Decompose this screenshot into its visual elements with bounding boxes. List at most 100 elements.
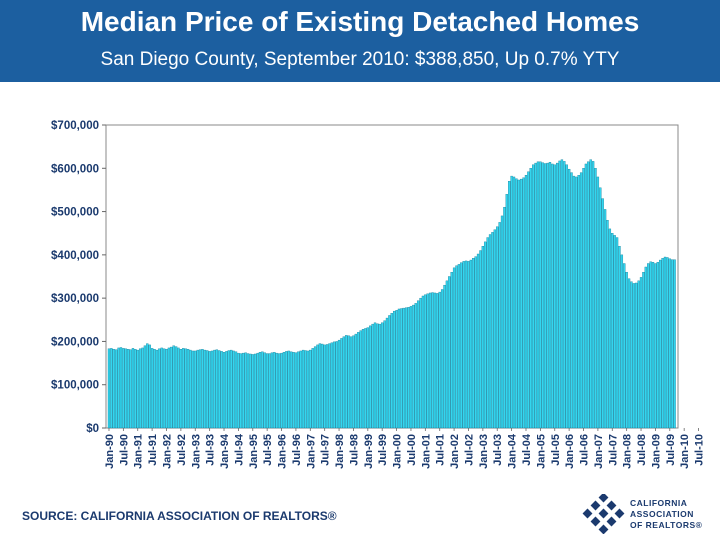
x-tick-label: Jan-06: [564, 434, 576, 469]
bar: [155, 349, 159, 429]
bar: [313, 346, 317, 429]
bar: [385, 317, 389, 429]
bar: [124, 348, 127, 429]
bar: [194, 350, 197, 429]
bar: [637, 280, 640, 429]
bar: [524, 175, 528, 429]
bar: [393, 310, 396, 429]
bar: [110, 348, 113, 429]
bar: [438, 291, 441, 429]
x-tick-label: Jul-91: [147, 434, 159, 466]
bar: [570, 172, 573, 429]
bar: [498, 222, 501, 429]
bar: [239, 353, 242, 429]
bar: [196, 349, 199, 429]
bar: [649, 261, 652, 429]
car-logo-icon: [582, 494, 625, 534]
bar: [431, 292, 434, 429]
bar: [287, 350, 290, 429]
source-note: SOURCE: CALIFORNIA ASSOCIATION OF REALTO…: [22, 509, 337, 523]
x-tick-label: Jul-00: [406, 434, 418, 466]
bar: [479, 250, 482, 429]
bar: [143, 345, 147, 429]
bar: [201, 349, 204, 429]
bar: [589, 159, 592, 429]
x-tick-label: Jul-06: [579, 434, 591, 466]
bar: [426, 293, 429, 429]
bar: [472, 258, 475, 429]
bar: [369, 325, 372, 429]
x-tick-label: Jul-05: [550, 434, 562, 466]
bar: [424, 294, 427, 429]
x-tick-label: Jul-94: [233, 433, 245, 466]
bar: [656, 262, 659, 429]
bar: [258, 352, 262, 429]
bar: [527, 171, 530, 429]
car-logo: CALIFORNIA ASSOCIATION OF REALTORS®: [582, 490, 717, 536]
bar: [661, 258, 664, 429]
bar: [172, 345, 175, 429]
plot-area: [105, 124, 679, 429]
bar: [445, 280, 449, 429]
bar: [337, 339, 341, 429]
bar: [515, 178, 518, 429]
x-tick-label: Jul-04: [521, 433, 533, 466]
bar: [534, 162, 537, 429]
bar: [522, 177, 525, 429]
bar: [256, 352, 259, 429]
bar: [254, 353, 257, 429]
bar: [642, 271, 645, 429]
bar: [464, 260, 468, 429]
bar: [244, 352, 247, 429]
bar: [301, 349, 305, 429]
bar: [349, 336, 353, 429]
bar: [414, 303, 417, 429]
slide-header: Median Price of Existing Detached Homes …: [0, 0, 720, 82]
bar: [345, 335, 348, 429]
bar: [510, 175, 513, 429]
bar: [625, 271, 628, 429]
bar: [608, 228, 612, 429]
bar: [119, 347, 123, 429]
x-tick-label: Jan-98: [334, 434, 346, 469]
bar: [627, 278, 631, 429]
bar: [548, 162, 552, 429]
bar: [203, 349, 207, 429]
bar: [160, 347, 163, 429]
bar: [131, 348, 135, 429]
bar: [443, 284, 446, 429]
bar: [529, 168, 532, 429]
bar: [222, 352, 226, 429]
bar: [388, 315, 391, 429]
bar: [623, 263, 626, 429]
bar: [311, 348, 314, 429]
bar: [373, 322, 377, 429]
bar: [215, 349, 218, 429]
bar: [493, 229, 497, 429]
bar: [553, 164, 556, 429]
bar: [285, 351, 288, 429]
bar: [268, 353, 271, 429]
bar: [158, 348, 161, 429]
bar: [673, 259, 676, 429]
x-tick-label: Jul-99: [377, 434, 389, 466]
bar: [354, 333, 357, 429]
bar: [421, 295, 425, 429]
x-tick-label: Jan-03: [478, 434, 490, 469]
bar: [198, 349, 202, 429]
x-tick-label: Jul-10: [694, 434, 706, 466]
bar: [579, 172, 583, 429]
x-tick-label: Jul-92: [176, 434, 188, 466]
car-logo-text: CALIFORNIA ASSOCIATION OF REALTORS®: [630, 498, 702, 531]
bar: [405, 307, 408, 429]
bar: [491, 232, 494, 429]
y-tick-label: $300,000: [51, 293, 99, 305]
bar: [467, 261, 470, 429]
bar: [261, 351, 264, 429]
bar: [416, 300, 420, 429]
bar: [508, 181, 511, 429]
bar: [611, 233, 614, 429]
bar: [594, 168, 597, 429]
bar: [433, 292, 437, 429]
bar: [270, 352, 274, 429]
